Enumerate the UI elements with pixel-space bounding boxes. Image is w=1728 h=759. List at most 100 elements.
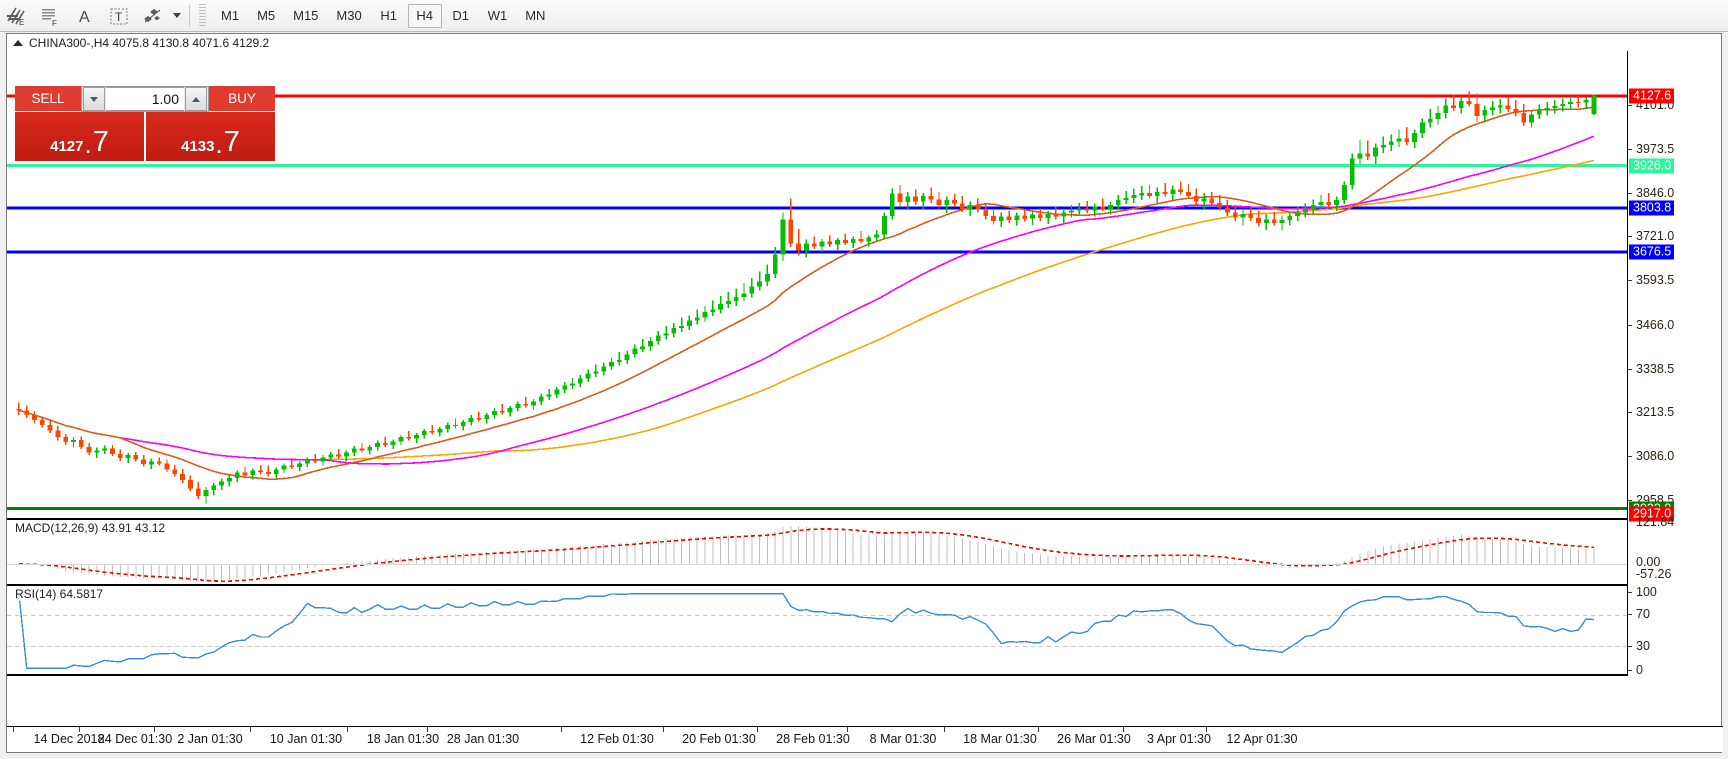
time-axis-label: 28 Jan 01:30 <box>446 732 520 746</box>
price-tick-mark <box>1628 149 1632 151</box>
one-click-trading-panel[interactable]: SELL 1.00 BUY 4127 . 7 4133 . 7 <box>15 86 275 161</box>
price-tick-mark <box>1628 411 1632 413</box>
svg-text:A: A <box>79 9 90 26</box>
price-tick-mark <box>1628 324 1632 326</box>
chart-header-text: CHINA300-,H4 4075.8 4130.8 4071.6 4129.2 <box>29 35 270 50</box>
price-tick-mark <box>1628 368 1632 370</box>
timeframe-bar: M1 M5 M15 M30 H1 H4 D1 W1 MN <box>212 3 554 28</box>
price-tick-mark <box>1628 105 1632 106</box>
time-axis-label: 12 Feb 01:30 <box>580 732 654 746</box>
price-tick-mark <box>1628 455 1632 457</box>
buy-price-integer: 4133 <box>181 138 215 155</box>
rsi-indicator-pane[interactable]: RSI(14) 64.5817 <box>7 584 1629 676</box>
price-badge-horizontal-line: 3676.5 <box>1629 244 1675 260</box>
svg-text:E: E <box>19 18 24 27</box>
timeframe-m5[interactable]: M5 <box>257 8 276 23</box>
time-axis-label: 26 Mar 01:30 <box>1057 732 1131 746</box>
time-axis-label: 20 Feb 01:30 <box>682 732 756 746</box>
buy-price-separator: . <box>215 129 223 159</box>
price-chart-pane[interactable] <box>7 51 1629 513</box>
rsi-tick-mark <box>1628 646 1632 647</box>
time-scale-axis[interactable]: 14 Dec 2018 24 Dec 01:30 2 Jan 01:30 10 Jan… <box>7 726 1723 752</box>
time-tick-mark <box>250 727 251 732</box>
timeframe-d1[interactable]: D1 <box>452 8 470 23</box>
collapse-triangle-icon[interactable] <box>13 39 23 46</box>
price-badge-sl-line: 2917.0 <box>1629 506 1675 522</box>
toolbar-grip[interactable] <box>199 3 206 28</box>
trade-panel-prices: 4127 . 7 4133 . 7 <box>15 112 275 161</box>
time-axis-label: 12 Apr 01:30 <box>1226 732 1298 746</box>
volume-decrease-button[interactable] <box>83 87 105 111</box>
price-tick-label: 3086.0 <box>1636 448 1675 463</box>
price-tick-label: 3721.0 <box>1636 229 1675 244</box>
chart-window[interactable]: CHINA300-,H4 4075.8 4130.8 4071.6 4129.2… <box>6 33 1723 753</box>
price-badge-ask-line: 4127.6 <box>1629 88 1675 104</box>
chart-toolbar: E F A T <box>0 0 1728 32</box>
time-tick-mark <box>847 727 848 732</box>
time-tick-mark <box>13 727 14 732</box>
indicators-icon[interactable]: F <box>34 1 68 31</box>
macd-canvas <box>7 526 1629 582</box>
objects-dropdown-icon[interactable] <box>170 1 184 31</box>
rsi-canvas <box>7 592 1629 670</box>
rsi-scale-label: 70 <box>1636 607 1650 621</box>
time-tick-mark <box>944 727 945 732</box>
rsi-scale-label: 30 <box>1636 639 1650 653</box>
rsi-label: RSI(14) 64.5817 <box>13 587 106 601</box>
timeframe-mn[interactable]: MN <box>525 8 546 23</box>
time-tick-mark <box>1123 727 1124 732</box>
time-axis-label: 18 Jan 01:30 <box>366 732 440 746</box>
time-tick-mark <box>663 727 664 732</box>
objects-icon[interactable] <box>136 1 170 31</box>
volume-input[interactable]: 1.00 <box>106 87 184 111</box>
sell-button[interactable]: SELL <box>15 86 81 112</box>
trade-panel-top-row: SELL 1.00 BUY <box>15 86 275 112</box>
time-axis-label: 3 Apr 01:30 <box>1147 732 1211 746</box>
volume-stepper[interactable]: 1.00 <box>81 86 209 112</box>
price-tick-label: 3973.5 <box>1636 142 1675 157</box>
sell-price-decimal: 7 <box>92 126 109 158</box>
price-tick-label: 3213.5 <box>1636 404 1675 419</box>
rsi-scale-label: 0 <box>1636 663 1643 677</box>
sell-price-button[interactable]: 4127 . 7 <box>15 112 144 161</box>
price-scale-axis[interactable]: 4101.0 3973.5 3846.0 3721.0 3593.5 3466.0 3338… <box>1627 51 1721 677</box>
time-axis-label: 28 Feb 01:30 <box>776 732 850 746</box>
price-badge-horizontal-line: 3803.8 <box>1629 200 1675 216</box>
time-tick-mark <box>79 727 80 732</box>
text-label-tool-icon[interactable]: T <box>102 1 136 31</box>
time-axis-label: 18 Mar 01:30 <box>963 732 1037 746</box>
macd-indicator-pane[interactable]: MACD(12,26,9) 43.91 43.12 <box>7 518 1629 582</box>
price-tick-mark <box>1628 193 1632 195</box>
buy-price-decimal: 7 <box>223 126 240 158</box>
sell-price-integer: 4127 <box>50 138 84 155</box>
buy-button[interactable]: BUY <box>209 86 275 112</box>
time-tick-mark <box>347 727 348 732</box>
svg-text:F: F <box>52 19 57 27</box>
price-tick-label: 3466.0 <box>1636 317 1675 332</box>
svg-text:T: T <box>115 10 123 24</box>
volume-increase-button[interactable] <box>185 87 207 111</box>
time-tick-mark <box>757 727 758 732</box>
price-tick-mark <box>1628 280 1632 282</box>
price-tick-label: 3593.5 <box>1636 273 1675 288</box>
text-tool-icon[interactable]: A <box>68 1 102 31</box>
timeframe-m15[interactable]: M15 <box>293 8 319 23</box>
toolbar-divider <box>189 4 190 27</box>
timeframe-m30[interactable]: M30 <box>336 8 362 23</box>
expert-advisors-icon[interactable]: E <box>0 1 34 31</box>
price-chart-canvas <box>7 91 1629 511</box>
timeframe-h1[interactable]: H1 <box>380 8 398 23</box>
timeframe-w1[interactable]: W1 <box>487 8 508 23</box>
buy-price-button[interactable]: 4133 . 7 <box>146 112 275 161</box>
rsi-tick-mark <box>1628 592 1632 593</box>
timeframe-m1[interactable]: M1 <box>221 8 240 23</box>
time-tick-mark <box>561 727 562 732</box>
chart-symbol-header: CHINA300-,H4 4075.8 4130.8 4071.6 4129.2 <box>7 34 1721 51</box>
time-axis-label: 2 Jan 01:30 <box>177 732 243 746</box>
timeframe-h4[interactable]: H4 <box>407 3 442 28</box>
time-axis-label: 14 Dec 2018 <box>33 732 105 746</box>
macd-scale-label: 121.84 <box>1636 515 1675 529</box>
rsi-scale-label: 100 <box>1636 585 1657 599</box>
rsi-tick-mark <box>1628 670 1632 671</box>
